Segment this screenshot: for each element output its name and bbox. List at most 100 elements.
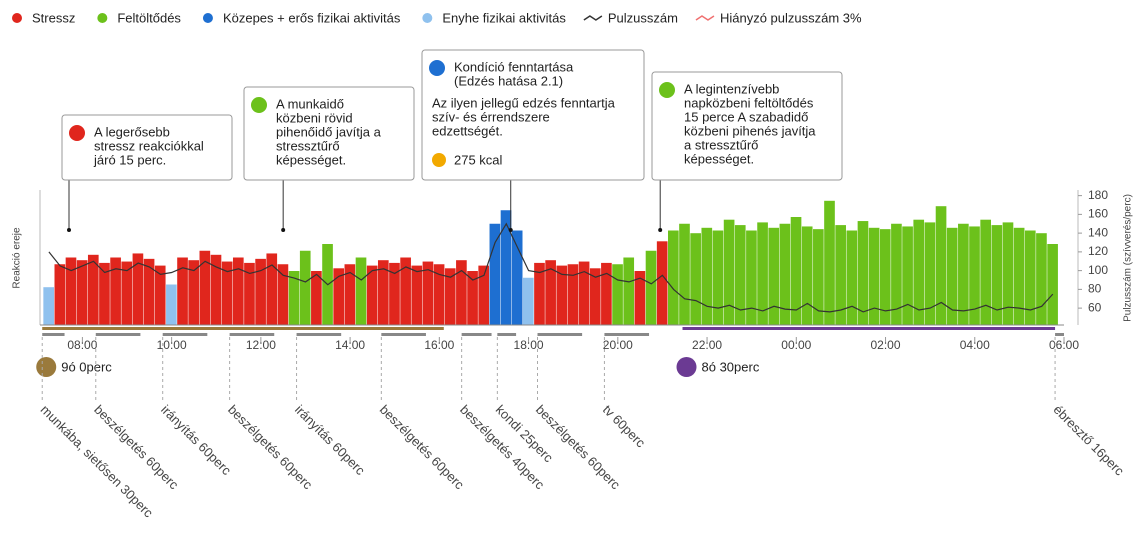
bar — [690, 233, 701, 325]
x-tick-label: 12:00 — [246, 338, 276, 352]
y-axis-label: Reakció ereje — [12, 227, 23, 289]
bar — [255, 258, 266, 325]
activity-bar — [537, 333, 583, 336]
activity-label: irányítás 60perc — [292, 402, 368, 478]
bar — [489, 223, 501, 325]
legend-dot — [97, 13, 108, 23]
bar — [54, 264, 66, 325]
bar — [656, 241, 668, 325]
y2-tick-label: 100 — [1088, 263, 1108, 277]
kcal-icon — [432, 153, 446, 167]
bar — [99, 262, 110, 325]
bar — [511, 230, 523, 325]
bar — [868, 227, 880, 325]
bar — [801, 226, 813, 325]
callout-text: stressztűrő — [276, 138, 340, 153]
bar — [1024, 230, 1036, 325]
callout-text: A legintenzívebb — [684, 81, 779, 96]
bar — [199, 250, 211, 325]
bar — [924, 222, 936, 325]
bar — [344, 264, 356, 325]
callout-text: stressz reakciókkal — [94, 138, 204, 153]
span-bar — [42, 327, 444, 330]
bar — [902, 226, 913, 325]
x-tick-label: 04:00 — [960, 338, 990, 352]
callout-box — [243, 86, 415, 181]
y2-tick-label: 60 — [1088, 300, 1102, 314]
bar — [556, 265, 568, 325]
activity-label: munkába, sietősen 30perc — [38, 402, 157, 521]
callout-text: szív- és érrendszere — [432, 109, 550, 124]
activity-bar — [95, 333, 141, 336]
bar — [946, 227, 958, 325]
callout-point — [658, 228, 663, 232]
bar — [991, 225, 1003, 325]
legend-label: Közepes + erős fizikai aktivitás — [223, 10, 401, 25]
bar — [589, 268, 601, 325]
bar — [612, 264, 623, 325]
bar — [121, 261, 133, 325]
bar — [1047, 244, 1058, 325]
bar — [790, 217, 802, 325]
bar — [422, 261, 434, 325]
activity-label: ébresztő 16perc — [1051, 402, 1128, 479]
activity-bar — [229, 333, 275, 336]
legend-label: Stressz — [32, 10, 75, 25]
bar — [668, 230, 679, 325]
bar — [154, 265, 166, 325]
bar — [366, 265, 378, 325]
bar — [456, 260, 467, 325]
callout-box — [61, 114, 233, 181]
bar — [87, 254, 99, 325]
callout-text: képességet. — [684, 151, 754, 166]
bar — [355, 257, 367, 325]
heart-rate-line — [48, 222, 1054, 313]
activity-label: tv 60perc — [600, 402, 649, 451]
activity-bar — [162, 333, 208, 336]
legend-dot — [202, 13, 213, 23]
bar — [1036, 233, 1047, 325]
bar — [43, 287, 55, 325]
bar — [958, 223, 969, 325]
bar — [1002, 222, 1014, 325]
bar — [601, 262, 612, 325]
x-tick-label: 00:00 — [781, 338, 811, 352]
callout-point — [281, 228, 286, 232]
callout-point — [67, 228, 72, 232]
callout-text: A munkaidő — [276, 96, 344, 111]
callout-box — [651, 71, 843, 181]
bar — [166, 284, 177, 325]
bar — [444, 268, 456, 325]
bar — [188, 260, 200, 325]
callout-text: (Edzés hatása 2.1) — [454, 73, 563, 88]
bar — [1013, 227, 1025, 325]
bar — [500, 210, 512, 325]
callout-text: 15 perce A szabadidő — [684, 109, 808, 124]
callout-box — [421, 49, 645, 181]
activity-bar — [42, 333, 65, 336]
callout-text: közbeni rövid — [276, 110, 353, 125]
bar — [377, 260, 389, 325]
legend-line — [583, 15, 603, 21]
callout-text: edzettségét. — [432, 123, 503, 138]
y2-tick-label: 120 — [1088, 244, 1108, 258]
legend-label: Pulzusszám — [608, 10, 678, 25]
activity-label: beszélgetés 60perc — [377, 402, 468, 493]
legend-label: Feltöltődés — [117, 10, 181, 25]
bar — [746, 230, 757, 325]
bar — [478, 265, 490, 325]
bar — [389, 262, 400, 325]
bar — [210, 254, 222, 325]
callout-extra: 275 kcal — [454, 152, 503, 167]
callout-icon — [69, 125, 85, 141]
bar — [545, 260, 556, 325]
y2-tick-label: 160 — [1088, 207, 1108, 221]
callout-text: a stressztűrő — [684, 137, 758, 152]
y2-tick-label: 80 — [1088, 282, 1102, 296]
x-tick-label: 20:00 — [603, 338, 633, 352]
y2-tick-label: 140 — [1088, 225, 1108, 239]
bar — [221, 261, 233, 325]
x-tick-label: 14:00 — [335, 338, 365, 352]
bar — [232, 257, 244, 325]
bar — [567, 264, 579, 325]
